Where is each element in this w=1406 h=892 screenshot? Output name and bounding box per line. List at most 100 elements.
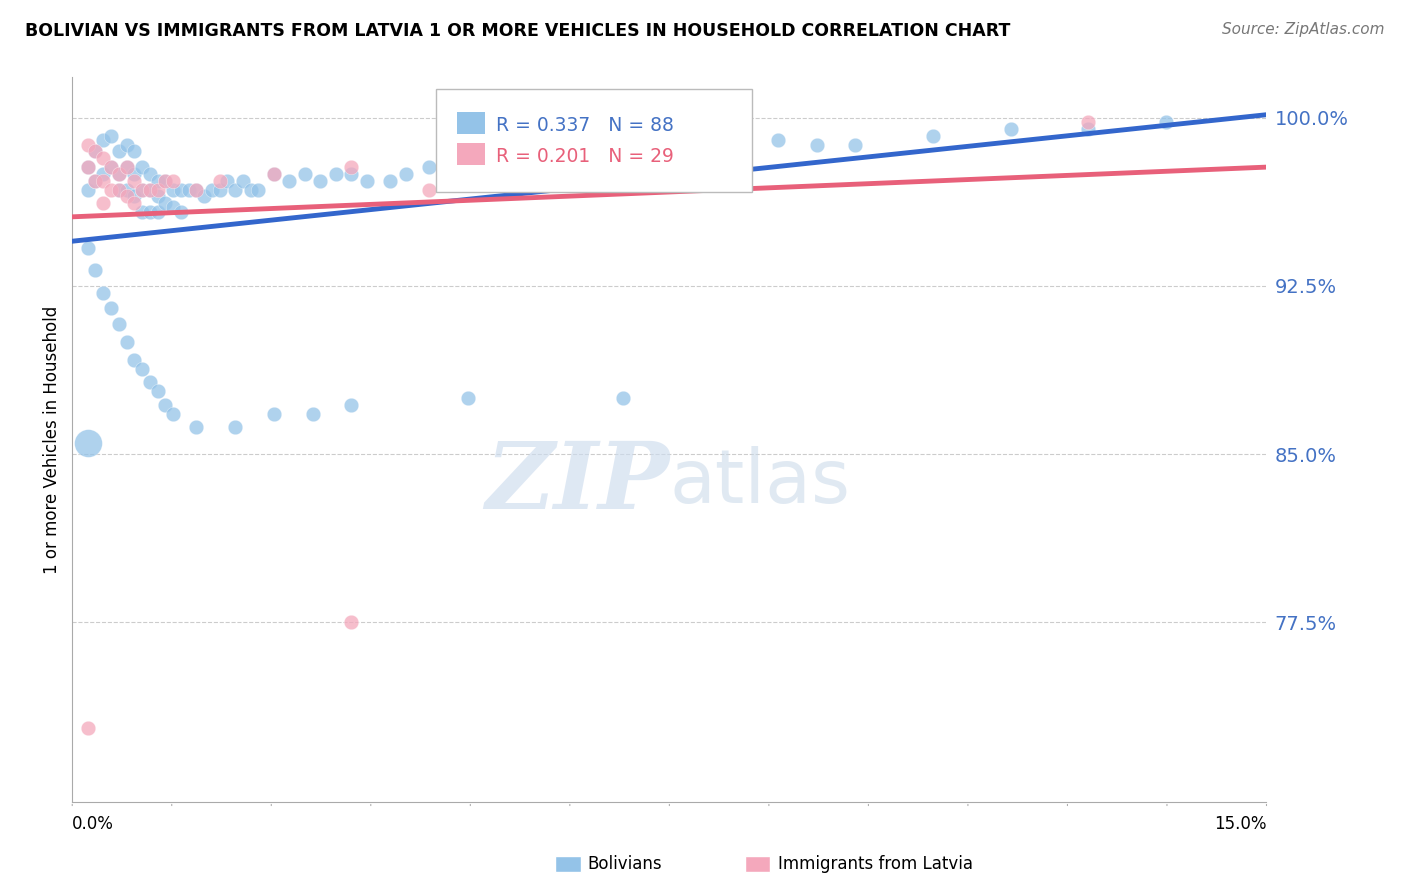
Point bbox=[340, 398, 363, 412]
Point bbox=[224, 182, 246, 196]
Point bbox=[84, 173, 107, 187]
Text: 15.0%: 15.0% bbox=[1213, 815, 1267, 833]
Point bbox=[131, 205, 153, 219]
Point bbox=[208, 182, 231, 196]
Point bbox=[340, 167, 363, 181]
Point bbox=[115, 182, 138, 196]
Point bbox=[534, 145, 557, 159]
Point bbox=[170, 182, 193, 196]
Point bbox=[612, 137, 634, 152]
Point bbox=[100, 160, 122, 174]
Point bbox=[155, 173, 177, 187]
Text: atlas: atlas bbox=[669, 447, 851, 519]
Point bbox=[76, 137, 98, 152]
Point bbox=[91, 173, 114, 187]
Point bbox=[651, 128, 673, 143]
Point bbox=[340, 160, 363, 174]
Text: R = 0.337   N = 88: R = 0.337 N = 88 bbox=[496, 116, 675, 135]
Point bbox=[208, 173, 231, 187]
Point bbox=[139, 376, 162, 390]
Point bbox=[186, 182, 208, 196]
Point bbox=[84, 145, 107, 159]
Point bbox=[193, 189, 215, 203]
Point bbox=[844, 137, 866, 152]
Point bbox=[263, 167, 285, 181]
Point bbox=[155, 173, 177, 187]
Point bbox=[689, 137, 711, 152]
Point bbox=[76, 721, 98, 735]
Point bbox=[247, 182, 270, 196]
Point bbox=[115, 189, 138, 203]
Point bbox=[766, 133, 789, 147]
Point bbox=[122, 145, 145, 159]
Point bbox=[131, 362, 153, 376]
Point bbox=[217, 173, 239, 187]
Point bbox=[418, 160, 440, 174]
Point bbox=[107, 317, 129, 331]
Point bbox=[122, 167, 145, 181]
Point bbox=[162, 173, 184, 187]
Text: BOLIVIAN VS IMMIGRANTS FROM LATVIA 1 OR MORE VEHICLES IN HOUSEHOLD CORRELATION C: BOLIVIAN VS IMMIGRANTS FROM LATVIA 1 OR … bbox=[25, 22, 1011, 40]
Point bbox=[301, 407, 323, 421]
Point bbox=[76, 160, 98, 174]
Point bbox=[139, 182, 162, 196]
Point bbox=[232, 173, 254, 187]
Point bbox=[84, 173, 107, 187]
Point bbox=[139, 167, 162, 181]
Point bbox=[612, 391, 634, 405]
Point bbox=[139, 205, 162, 219]
Point bbox=[115, 334, 138, 349]
Point bbox=[572, 133, 595, 147]
Text: R = 0.201   N = 29: R = 0.201 N = 29 bbox=[496, 147, 675, 166]
Point bbox=[806, 137, 828, 152]
Point bbox=[146, 205, 169, 219]
Point bbox=[380, 173, 402, 187]
Point bbox=[100, 160, 122, 174]
Text: Source: ZipAtlas.com: Source: ZipAtlas.com bbox=[1222, 22, 1385, 37]
Point bbox=[84, 145, 107, 159]
Point bbox=[162, 201, 184, 215]
Point bbox=[239, 182, 262, 196]
Point bbox=[115, 160, 138, 174]
Point bbox=[201, 182, 224, 196]
Point bbox=[186, 420, 208, 434]
Y-axis label: 1 or more Vehicles in Household: 1 or more Vehicles in Household bbox=[44, 305, 60, 574]
Point bbox=[922, 128, 945, 143]
Point bbox=[91, 151, 114, 165]
Point bbox=[100, 128, 122, 143]
Point bbox=[441, 167, 464, 181]
Point bbox=[224, 420, 246, 434]
Point bbox=[91, 133, 114, 147]
Point bbox=[122, 353, 145, 368]
Point bbox=[263, 167, 285, 181]
Point bbox=[139, 182, 162, 196]
Point bbox=[263, 407, 285, 421]
Point bbox=[76, 241, 98, 255]
Point bbox=[115, 160, 138, 174]
Point bbox=[122, 173, 145, 187]
Point bbox=[325, 167, 347, 181]
Point bbox=[728, 128, 751, 143]
Point bbox=[100, 182, 122, 196]
Point bbox=[457, 167, 479, 181]
Point bbox=[91, 196, 114, 211]
Point bbox=[146, 173, 169, 187]
Point bbox=[1154, 115, 1177, 129]
Point bbox=[122, 189, 145, 203]
Text: Bolivians: Bolivians bbox=[588, 855, 662, 873]
Point bbox=[131, 182, 153, 196]
Point bbox=[100, 301, 122, 316]
Point bbox=[107, 182, 129, 196]
Point bbox=[146, 189, 169, 203]
Point bbox=[122, 196, 145, 211]
Point bbox=[131, 160, 153, 174]
Point bbox=[91, 167, 114, 181]
Point bbox=[278, 173, 301, 187]
Point bbox=[155, 398, 177, 412]
Point bbox=[107, 167, 129, 181]
Point bbox=[356, 173, 378, 187]
Point bbox=[155, 196, 177, 211]
Point bbox=[146, 182, 169, 196]
Point bbox=[115, 137, 138, 152]
Point bbox=[107, 167, 129, 181]
